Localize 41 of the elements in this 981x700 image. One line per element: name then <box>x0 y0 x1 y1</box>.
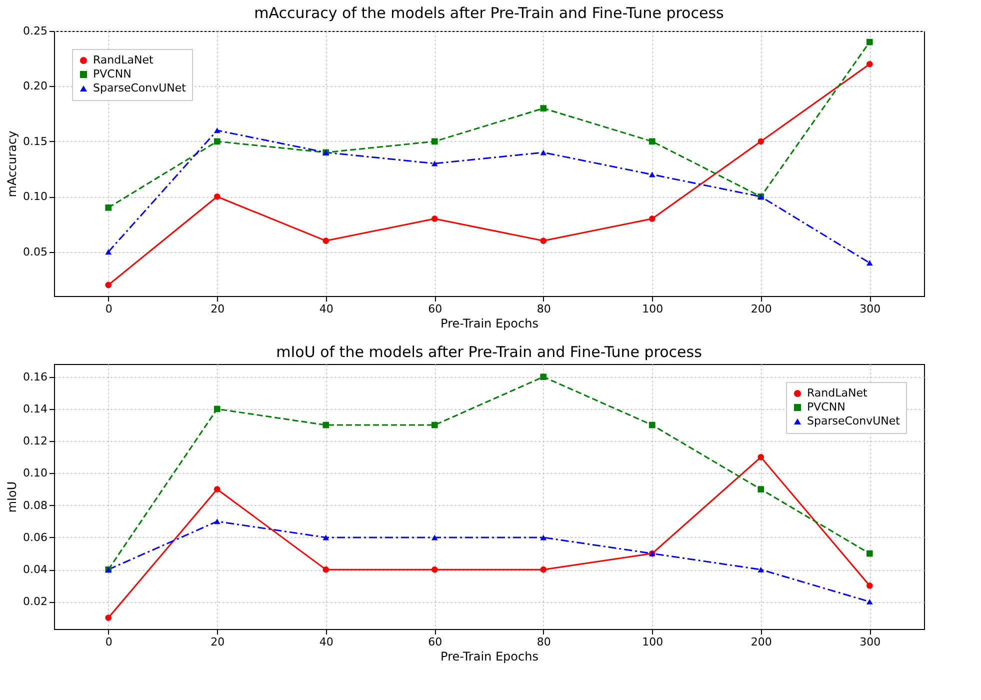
y-tick-label: 0.06 <box>23 530 48 544</box>
x-tick-label: 300 <box>860 302 881 316</box>
x-tick-label: 100 <box>642 636 664 648</box>
y-tick-label: 0.16 <box>23 370 48 384</box>
x-tick-label: 40 <box>319 636 334 648</box>
x-tick-label: 80 <box>536 636 551 648</box>
y-tick-label: 0.04 <box>23 563 48 576</box>
legend-label: SparseConvUNet <box>93 82 187 94</box>
legend-label: SparseConvUNet <box>807 414 901 428</box>
x-tick-label: 60 <box>428 302 442 316</box>
y-axis-title: mIoU <box>5 481 20 513</box>
chart-title: mIoU of the models after Pre-Train and Fine-Tune process <box>276 343 702 361</box>
y-tick-label: 0.25 <box>23 24 48 38</box>
y-tick-label: 0.05 <box>23 245 48 258</box>
x-tick-label: 20 <box>210 636 225 648</box>
x-tick-label: 20 <box>210 302 225 316</box>
y-tick-label: 0.12 <box>23 434 48 448</box>
y-tick-label: 0.08 <box>23 498 48 512</box>
x-tick-label: 80 <box>536 302 551 316</box>
legend-label: PVCNN <box>93 68 132 80</box>
legend-label: PVCNN <box>807 400 846 414</box>
y-tick-label: 0.20 <box>23 80 48 93</box>
x-tick-label: 0 <box>105 636 112 648</box>
legend-label: RandLaNet <box>807 386 868 400</box>
x-tick-label: 40 <box>319 302 334 316</box>
y-tick-label: 0.02 <box>23 595 48 608</box>
x-tick-label: 200 <box>750 302 772 316</box>
legend-label: RandLaNet <box>93 54 154 66</box>
y-tick-label: 0.10 <box>23 190 48 204</box>
y-axis-title: mAccuracy <box>5 130 20 198</box>
y-tick-label: 0.10 <box>23 466 48 480</box>
x-tick-label: 100 <box>642 302 664 316</box>
x-tick-label: 300 <box>860 636 881 648</box>
x-tick-label: 200 <box>750 636 772 648</box>
x-axis-title: Pre-Train Epochs <box>440 650 538 664</box>
y-tick-label: 0.15 <box>23 134 48 148</box>
x-tick-label: 0 <box>105 302 112 316</box>
x-tick-label: 60 <box>428 636 442 648</box>
chart-title: mAccuracy of the models after Pre-Train and Fine-Tune process <box>254 4 724 22</box>
y-tick-label: 0.14 <box>23 402 48 416</box>
x-axis-title: Pre-Train Epochs <box>440 316 538 330</box>
